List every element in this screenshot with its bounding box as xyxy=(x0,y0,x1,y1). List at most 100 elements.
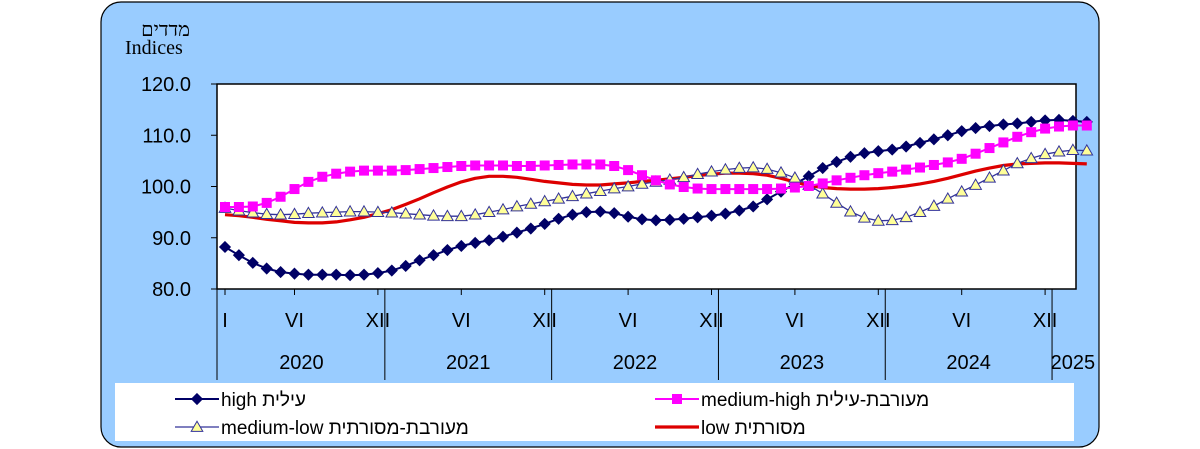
year-label: 2021 xyxy=(446,352,491,374)
y-axis-header-english: Indices xyxy=(125,37,183,59)
data-point xyxy=(1011,117,1024,130)
data-point xyxy=(441,243,454,257)
data-point xyxy=(581,159,592,170)
data-point xyxy=(885,213,899,226)
data-point xyxy=(524,197,538,209)
data-point xyxy=(996,163,1011,176)
data-point xyxy=(483,234,496,247)
data-point xyxy=(677,212,690,225)
data-point xyxy=(734,184,745,195)
data-point xyxy=(525,160,536,171)
data-point xyxy=(261,197,272,208)
data-point xyxy=(941,191,955,204)
data-point xyxy=(497,160,508,171)
data-point xyxy=(887,166,898,177)
data-point xyxy=(969,122,982,135)
data-point xyxy=(901,164,912,175)
data-point xyxy=(539,160,550,171)
data-point xyxy=(260,262,273,275)
year-label: 2024 xyxy=(946,352,991,374)
data-point xyxy=(496,202,510,215)
data-point xyxy=(664,179,675,190)
data-point xyxy=(915,162,926,173)
data-point xyxy=(899,210,913,223)
data-point xyxy=(190,420,204,432)
data-point xyxy=(776,183,787,194)
data-point xyxy=(690,167,705,180)
data-point xyxy=(650,175,661,186)
data-point xyxy=(302,268,315,281)
data-point xyxy=(857,210,872,223)
year-label: 2023 xyxy=(780,352,825,374)
y-tick-label: 90.0 xyxy=(152,228,191,250)
y-tick-label: 100.0 xyxy=(141,177,191,199)
data-point xyxy=(692,183,703,194)
legend-box xyxy=(115,383,1074,441)
data-point xyxy=(984,143,995,154)
data-point xyxy=(955,184,969,197)
series-medium-low xyxy=(218,143,1094,226)
data-point xyxy=(872,145,885,158)
data-point xyxy=(567,159,578,170)
data-point xyxy=(998,137,1009,148)
data-point xyxy=(691,211,704,224)
data-point xyxy=(288,267,301,280)
data-point xyxy=(817,178,828,189)
data-point xyxy=(358,165,369,176)
data-point xyxy=(524,222,537,235)
data-point xyxy=(455,239,468,253)
data-point xyxy=(704,164,719,177)
x-tick-label: VI xyxy=(285,310,304,332)
data-point xyxy=(678,182,689,193)
data-point xyxy=(748,184,759,195)
x-tick-label: XII xyxy=(366,310,390,332)
data-point xyxy=(343,204,357,217)
data-point xyxy=(816,186,830,199)
year-label: 2022 xyxy=(613,352,658,374)
data-point xyxy=(760,162,774,174)
data-point xyxy=(1066,143,1080,155)
data-point xyxy=(372,165,383,176)
data-point xyxy=(928,159,939,170)
x-tick-label: VI xyxy=(452,310,471,332)
data-point xyxy=(927,133,940,146)
data-point xyxy=(440,209,455,222)
x-tick-label: VI xyxy=(952,310,971,332)
data-point xyxy=(1040,123,1051,134)
year-label: 2025 xyxy=(1051,352,1096,374)
data-point xyxy=(580,206,593,219)
data-point xyxy=(414,164,425,175)
data-point xyxy=(608,207,621,220)
x-tick-label: XII xyxy=(866,310,890,332)
data-point xyxy=(746,160,760,173)
data-point xyxy=(871,214,885,226)
data-point xyxy=(941,129,954,142)
data-point xyxy=(649,214,662,227)
data-point xyxy=(719,207,732,220)
data-point xyxy=(594,205,607,218)
data-point xyxy=(593,184,607,196)
data-point xyxy=(886,143,899,156)
data-point xyxy=(747,200,760,213)
data-point xyxy=(1038,147,1052,160)
data-point xyxy=(1026,127,1037,138)
data-point xyxy=(774,165,788,178)
data-point xyxy=(672,393,683,404)
data-point xyxy=(385,264,398,277)
data-point xyxy=(427,249,440,262)
data-point xyxy=(357,268,371,281)
data-point xyxy=(913,136,927,150)
legend-label: medium-high מעורבת-עילית xyxy=(701,390,929,411)
data-point xyxy=(538,194,552,207)
data-point xyxy=(317,171,328,182)
data-point xyxy=(816,161,829,175)
y-tick-label: 120.0 xyxy=(141,74,191,96)
data-point xyxy=(900,140,913,153)
data-point xyxy=(968,178,983,190)
data-point xyxy=(565,189,580,202)
data-point xyxy=(454,209,468,222)
data-point xyxy=(442,162,453,173)
data-point xyxy=(469,236,482,249)
data-point xyxy=(246,256,259,269)
data-point xyxy=(831,175,842,186)
